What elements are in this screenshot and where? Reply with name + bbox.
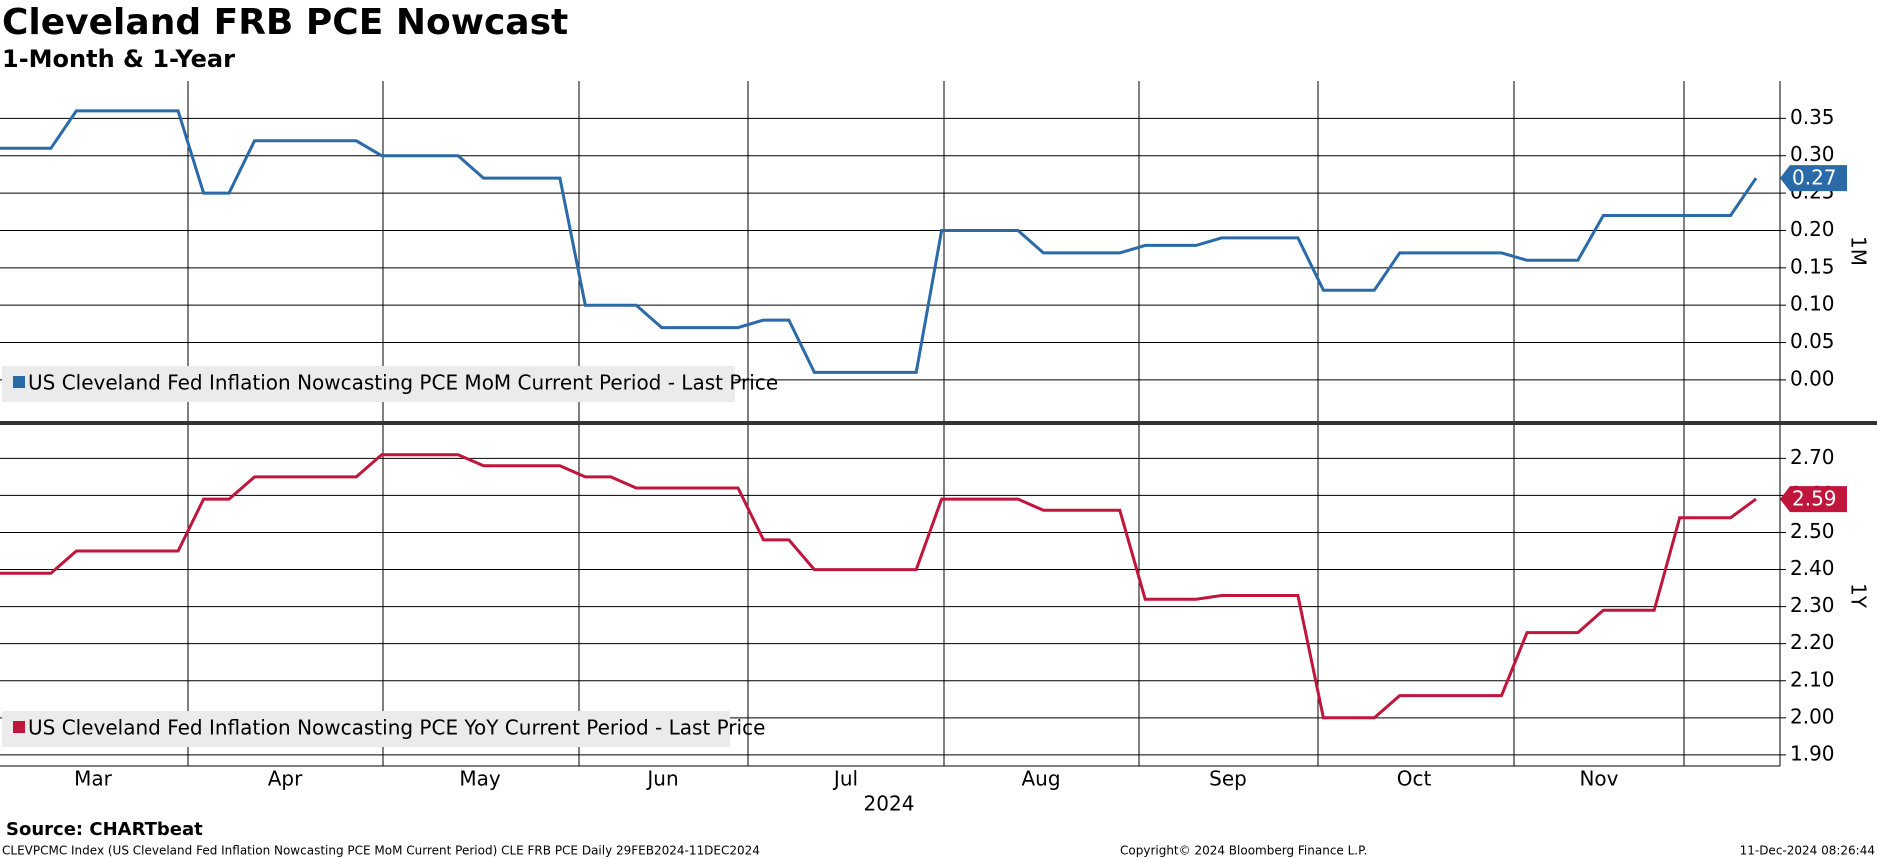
y-tick-label: 2.00 [1790,704,1835,728]
legend-swatch [13,721,25,733]
last-value-tag [1780,165,1847,192]
x-tick-label: Sep [1209,767,1247,791]
y-tick-label: 0.20 [1790,217,1835,241]
subtitle: 1-Month & 1-Year [2,45,235,73]
y-tick-label: 0.05 [1790,329,1835,353]
x-tick-label: Mar [74,767,113,791]
x-tick-label: Nov [1579,767,1618,791]
legend-box [2,366,735,402]
last-value-label: 2.59 [1792,487,1837,511]
y-tick-label: 2.30 [1790,593,1835,617]
last-value-tag [1780,486,1847,513]
year-label: 2024 [864,792,915,816]
y-tick-label: 2.10 [1790,667,1835,691]
x-tick-label: May [459,767,501,791]
y-tick-label: 2.70 [1790,445,1835,469]
legend-box [2,711,730,747]
last-value-label: 0.27 [1792,166,1837,190]
title: Cleveland FRB PCE Nowcast [2,2,568,43]
legend-label: US Cleveland Fed Inflation Nowcasting PC… [28,371,778,395]
line [0,453,1757,720]
y-tick-label: 2.20 [1790,630,1835,654]
footer-left: CLEVPCMC Index (US Cleveland Fed Inflati… [2,844,760,858]
y-tick-label: 0.00 [1790,366,1835,390]
y-tick-label: 2.40 [1790,556,1835,580]
source: Source: CHARTbeat [6,819,203,840]
y-tick-label: 0.10 [1790,292,1835,316]
y-tick-label: 0.30 [1790,142,1835,166]
y-tick-label: 0.35 [1790,105,1835,129]
x-tick-label: Aug [1021,767,1060,791]
y-tick-label: 2.50 [1790,519,1835,543]
line [0,109,1758,374]
legend-swatch [13,376,25,388]
legend-label: US Cleveland Fed Inflation Nowcasting PC… [28,716,765,740]
footer-center: Copyright© 2024 Bloomberg Finance L.P. [1120,844,1367,858]
x-tick-label: Apr [268,767,303,791]
x-tick-label: Oct [1397,767,1432,791]
x-tick-label: Jun [645,767,678,791]
y-tick-label: 1.90 [1790,741,1835,765]
y-tick-label: 0.15 [1790,254,1835,278]
footer-right: 11-Dec-2024 08:26:44 [1740,844,1875,858]
axis-label: 1M [1847,236,1871,266]
x-tick-label: Jul [832,767,858,791]
axis-label: 1Y [1847,583,1871,609]
